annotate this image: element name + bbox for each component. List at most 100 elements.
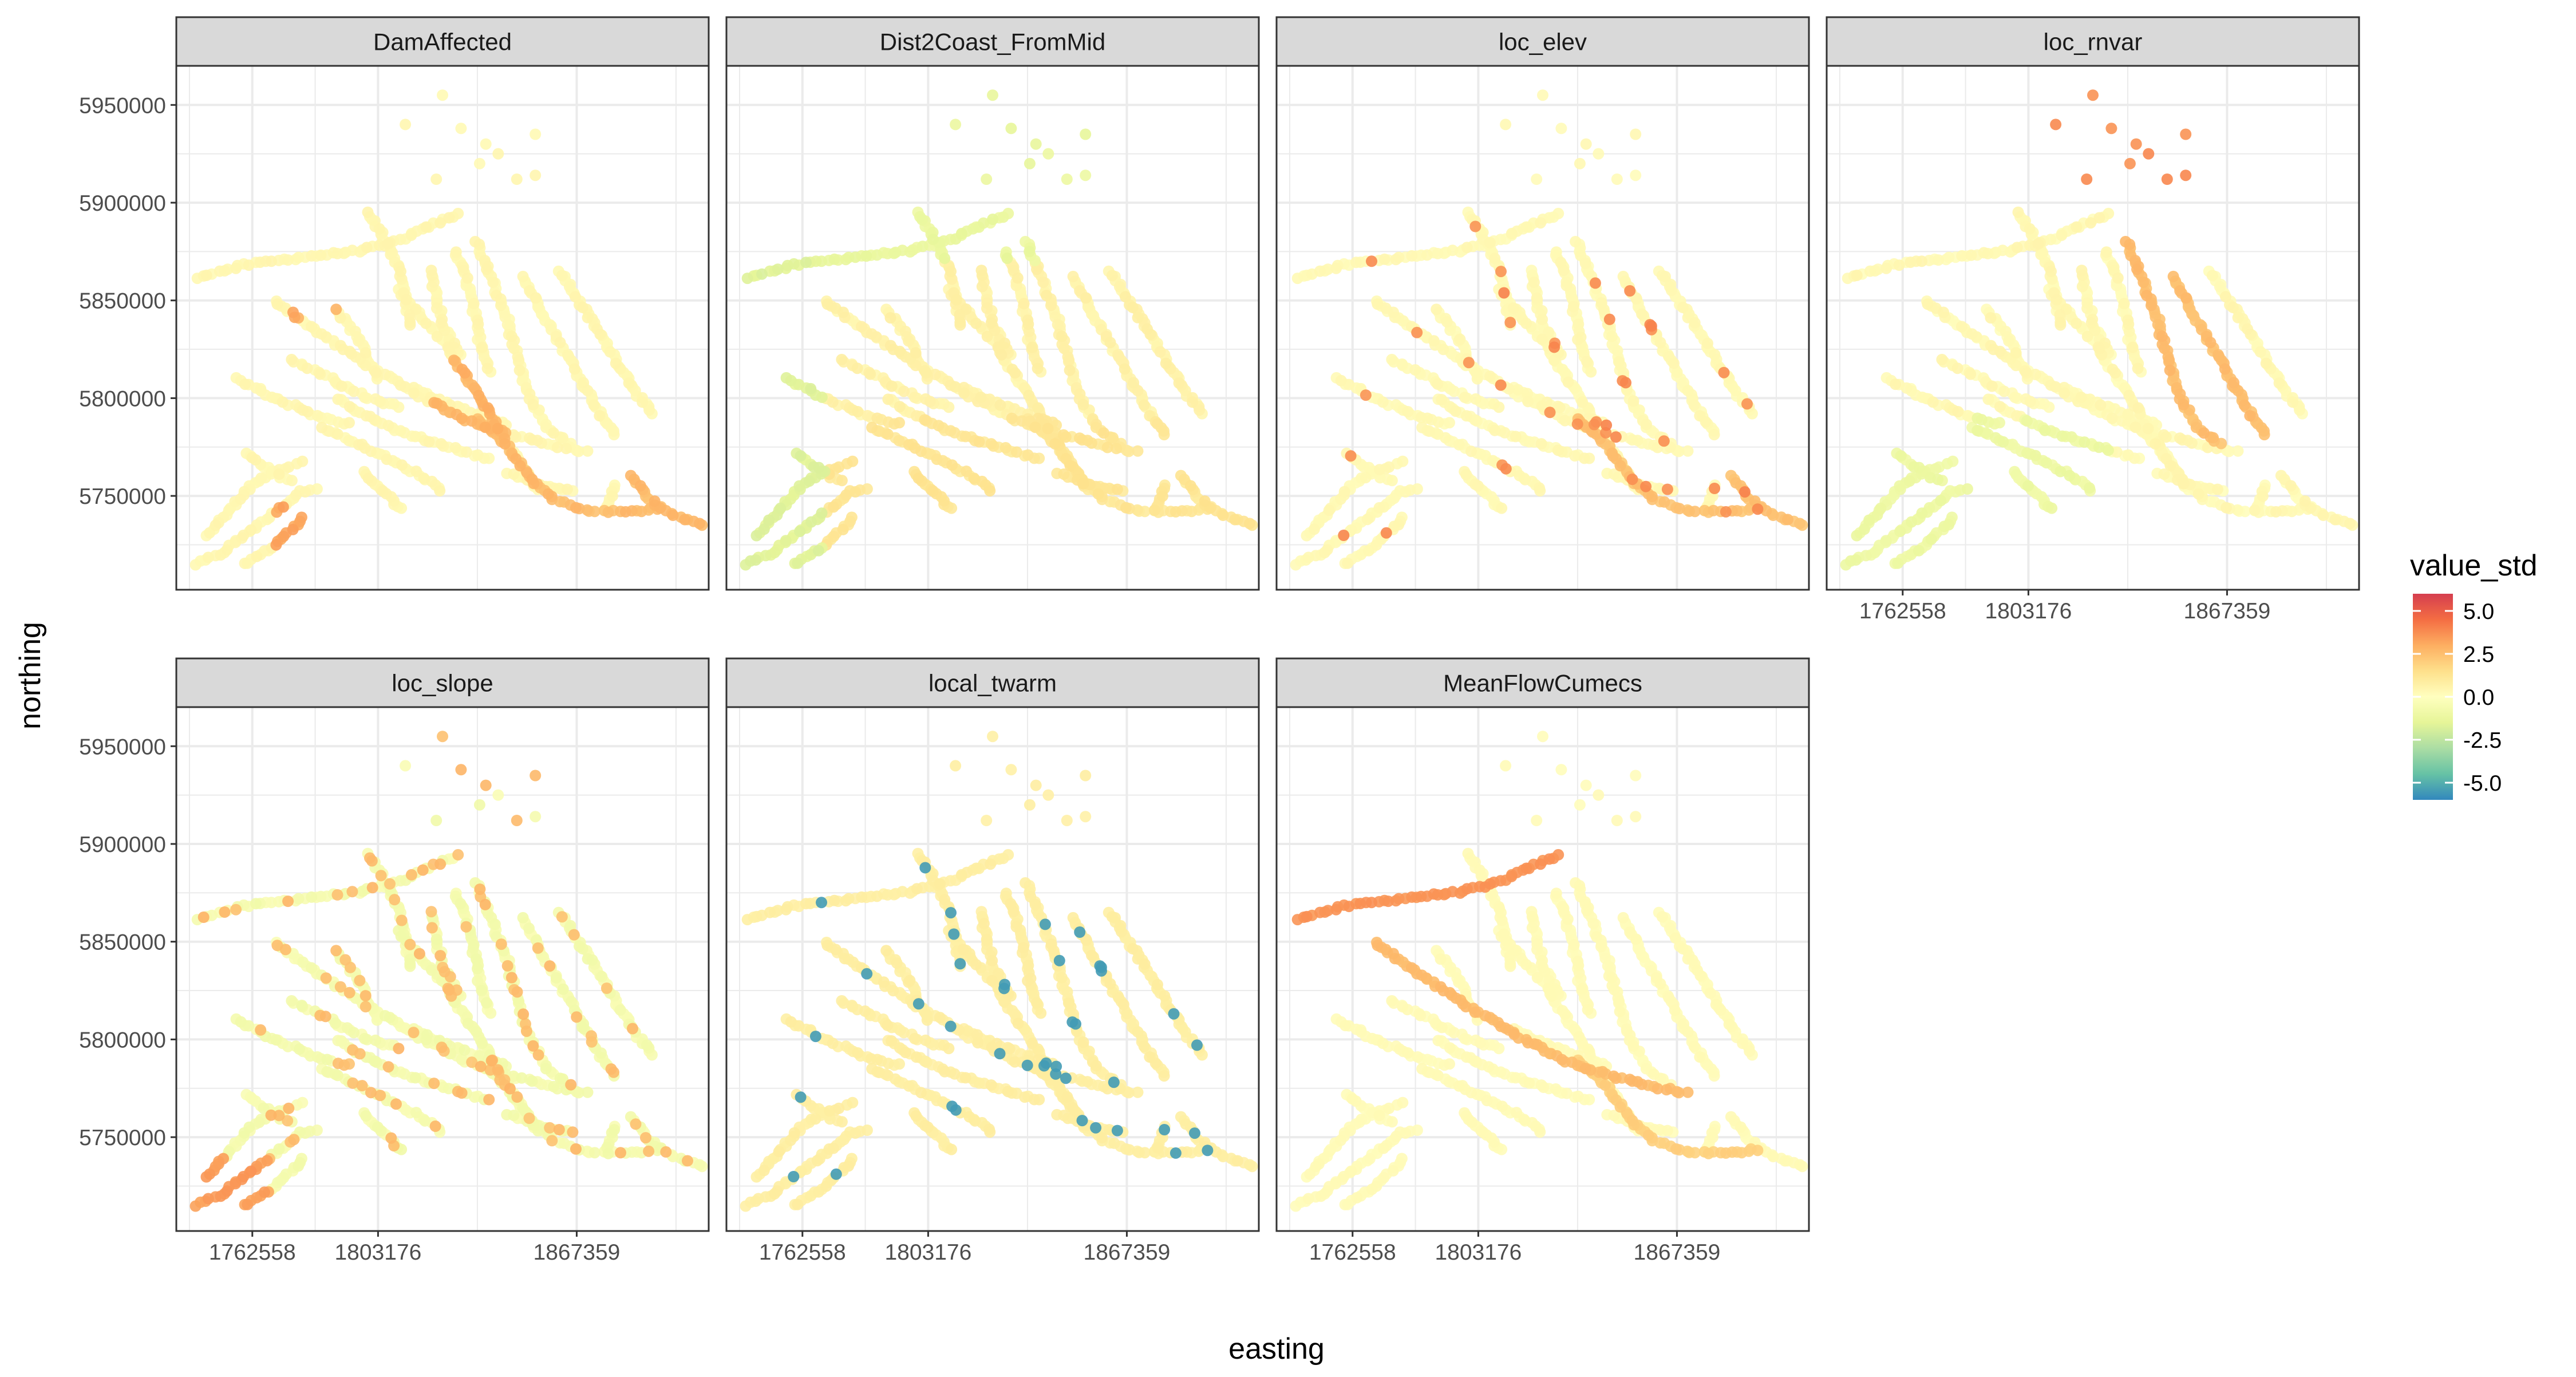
data-point xyxy=(517,1008,529,1020)
data-point xyxy=(1330,263,1342,274)
data-point xyxy=(434,485,445,496)
data-point xyxy=(286,995,297,1007)
data-point xyxy=(1640,481,1652,492)
data-point xyxy=(987,89,998,101)
data-point xyxy=(255,1024,266,1036)
data-point xyxy=(781,372,792,384)
data-point xyxy=(554,1124,565,1135)
data-point xyxy=(866,328,878,340)
data-point xyxy=(1050,1061,1062,1072)
data-point xyxy=(439,966,451,977)
data-point xyxy=(1463,357,1475,368)
data-point xyxy=(1971,425,1983,436)
data-point xyxy=(2150,438,2161,449)
data-point xyxy=(283,1103,294,1114)
data-point xyxy=(2084,482,2095,494)
data-point xyxy=(1730,385,1741,396)
data-point xyxy=(1058,343,1070,354)
data-point xyxy=(321,972,332,984)
data-point xyxy=(968,472,979,484)
data-point xyxy=(846,512,858,523)
data-point xyxy=(1381,527,1392,539)
data-point xyxy=(1864,266,1876,277)
data-point xyxy=(286,475,298,486)
data-point xyxy=(1038,1060,1050,1072)
data-point xyxy=(1026,1037,1038,1049)
data-point xyxy=(2077,281,2088,292)
data-point xyxy=(833,461,844,473)
data-point xyxy=(916,214,928,226)
data-point xyxy=(2099,338,2111,349)
data-point xyxy=(2009,392,2021,403)
data-point xyxy=(946,1144,957,1155)
data-point xyxy=(1917,507,1928,519)
data-point xyxy=(315,250,327,261)
data-point xyxy=(239,1127,250,1139)
data-point xyxy=(1978,247,1990,258)
data-point xyxy=(408,387,420,398)
data-point xyxy=(1522,396,1534,407)
data-point xyxy=(917,240,929,252)
data-point xyxy=(833,1103,844,1114)
data-point xyxy=(1002,1086,1014,1097)
data-point xyxy=(1244,518,1255,529)
data-point xyxy=(2112,273,2124,284)
data-point xyxy=(2064,470,2075,482)
data-point xyxy=(764,907,776,918)
data-point xyxy=(476,1037,488,1049)
data-point xyxy=(981,303,993,314)
data-point xyxy=(359,1033,370,1044)
data-point xyxy=(1489,425,1500,436)
data-point xyxy=(751,530,762,542)
data-point xyxy=(1752,503,1763,515)
data-point xyxy=(396,459,408,471)
data-point xyxy=(608,425,619,437)
data-point xyxy=(2086,317,2097,329)
data-point xyxy=(1144,1051,1155,1063)
data-point xyxy=(827,396,839,408)
data-point xyxy=(1444,417,1455,428)
data-point xyxy=(410,1072,421,1083)
data-point xyxy=(577,302,588,313)
data-point xyxy=(1624,285,1635,297)
data-point xyxy=(2152,319,2164,330)
data-point xyxy=(2138,277,2149,288)
data-point xyxy=(2258,425,2270,437)
data-point xyxy=(293,252,305,263)
data-point xyxy=(479,421,491,433)
data-point xyxy=(280,944,291,955)
data-point xyxy=(1461,410,1472,421)
data-point xyxy=(330,303,342,315)
data-point xyxy=(570,291,581,302)
data-point xyxy=(1453,439,1465,451)
data-point xyxy=(582,1087,594,1098)
data-point xyxy=(1612,345,1623,357)
data-point xyxy=(924,396,936,407)
data-point xyxy=(360,990,372,1001)
data-point xyxy=(950,760,961,771)
data-point xyxy=(974,436,985,448)
data-point xyxy=(911,883,923,894)
data-point xyxy=(1061,1091,1073,1103)
data-point xyxy=(946,459,958,471)
data-point xyxy=(1448,386,1460,397)
data-point xyxy=(1005,898,1016,909)
data-point xyxy=(1591,416,1602,428)
data-point xyxy=(1339,486,1350,498)
data-point xyxy=(472,318,484,330)
data-point xyxy=(474,158,485,169)
facet-strip-label: loc_slope xyxy=(392,670,493,697)
data-point xyxy=(827,1037,839,1049)
data-point xyxy=(810,255,821,267)
data-point xyxy=(1027,342,1038,353)
data-point xyxy=(293,893,305,905)
data-point xyxy=(2123,449,2134,461)
data-point xyxy=(530,292,542,303)
data-point xyxy=(984,1126,995,1138)
data-point xyxy=(919,414,930,425)
data-point xyxy=(2056,230,2067,241)
data-point xyxy=(1499,427,1511,439)
data-point xyxy=(1372,298,1383,310)
data-point xyxy=(594,410,605,421)
data-point xyxy=(344,401,355,412)
